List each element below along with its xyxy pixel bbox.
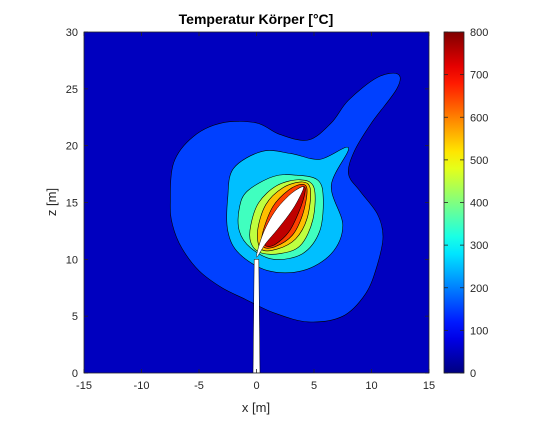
x-tick-label: 15: [423, 380, 435, 392]
y-tick-label: 30: [66, 27, 78, 39]
colorbar-tick-label: 700: [470, 70, 488, 82]
x-axis: -15 -10 -5 0 5 10 15: [76, 32, 435, 392]
colorbar-tick-label: 600: [470, 112, 488, 124]
x-tick-label: 5: [311, 380, 317, 392]
colorbar-tick-label: 100: [470, 325, 488, 337]
x-tick-label: 10: [365, 380, 377, 392]
x-tick-label: -10: [134, 380, 150, 392]
y-axis: 0 5 10 15 20 25 30: [66, 27, 429, 380]
plot-area: [83, 31, 430, 374]
pole-void: [252, 259, 261, 373]
body-void: [256, 186, 304, 258]
chart-title: Temperatur Körper [°C]: [179, 11, 334, 27]
colorbar-tick-label: 200: [470, 283, 488, 295]
x-tick-label: 0: [253, 380, 259, 392]
x-axis-label: x [m]: [242, 400, 270, 415]
y-tick-label: 0: [72, 368, 78, 380]
colorbar-ticks: 0 100 200 300 400 500 600 700 800: [444, 27, 488, 380]
x-tick-label: -15: [76, 380, 92, 392]
y-tick-label: 15: [66, 198, 78, 210]
y-tick-label: 25: [66, 84, 78, 96]
y-tick-label: 20: [66, 141, 78, 153]
void-layer: [252, 186, 304, 373]
y-tick-label: 5: [72, 311, 78, 323]
colorbar-tick-label: 0: [470, 368, 476, 380]
x-tick-label: -5: [194, 380, 204, 392]
y-axis-label: z [m]: [44, 188, 59, 216]
colorbar-tick-label: 800: [470, 27, 488, 39]
colorbar-tick-label: 400: [470, 198, 488, 210]
colorbar-tick-label: 300: [470, 240, 488, 252]
colorbar-tick-label: 500: [470, 155, 488, 167]
colorbar: 0 100 200 300 400 500 600 700 800: [443, 27, 488, 380]
y-tick-label: 10: [66, 254, 78, 266]
